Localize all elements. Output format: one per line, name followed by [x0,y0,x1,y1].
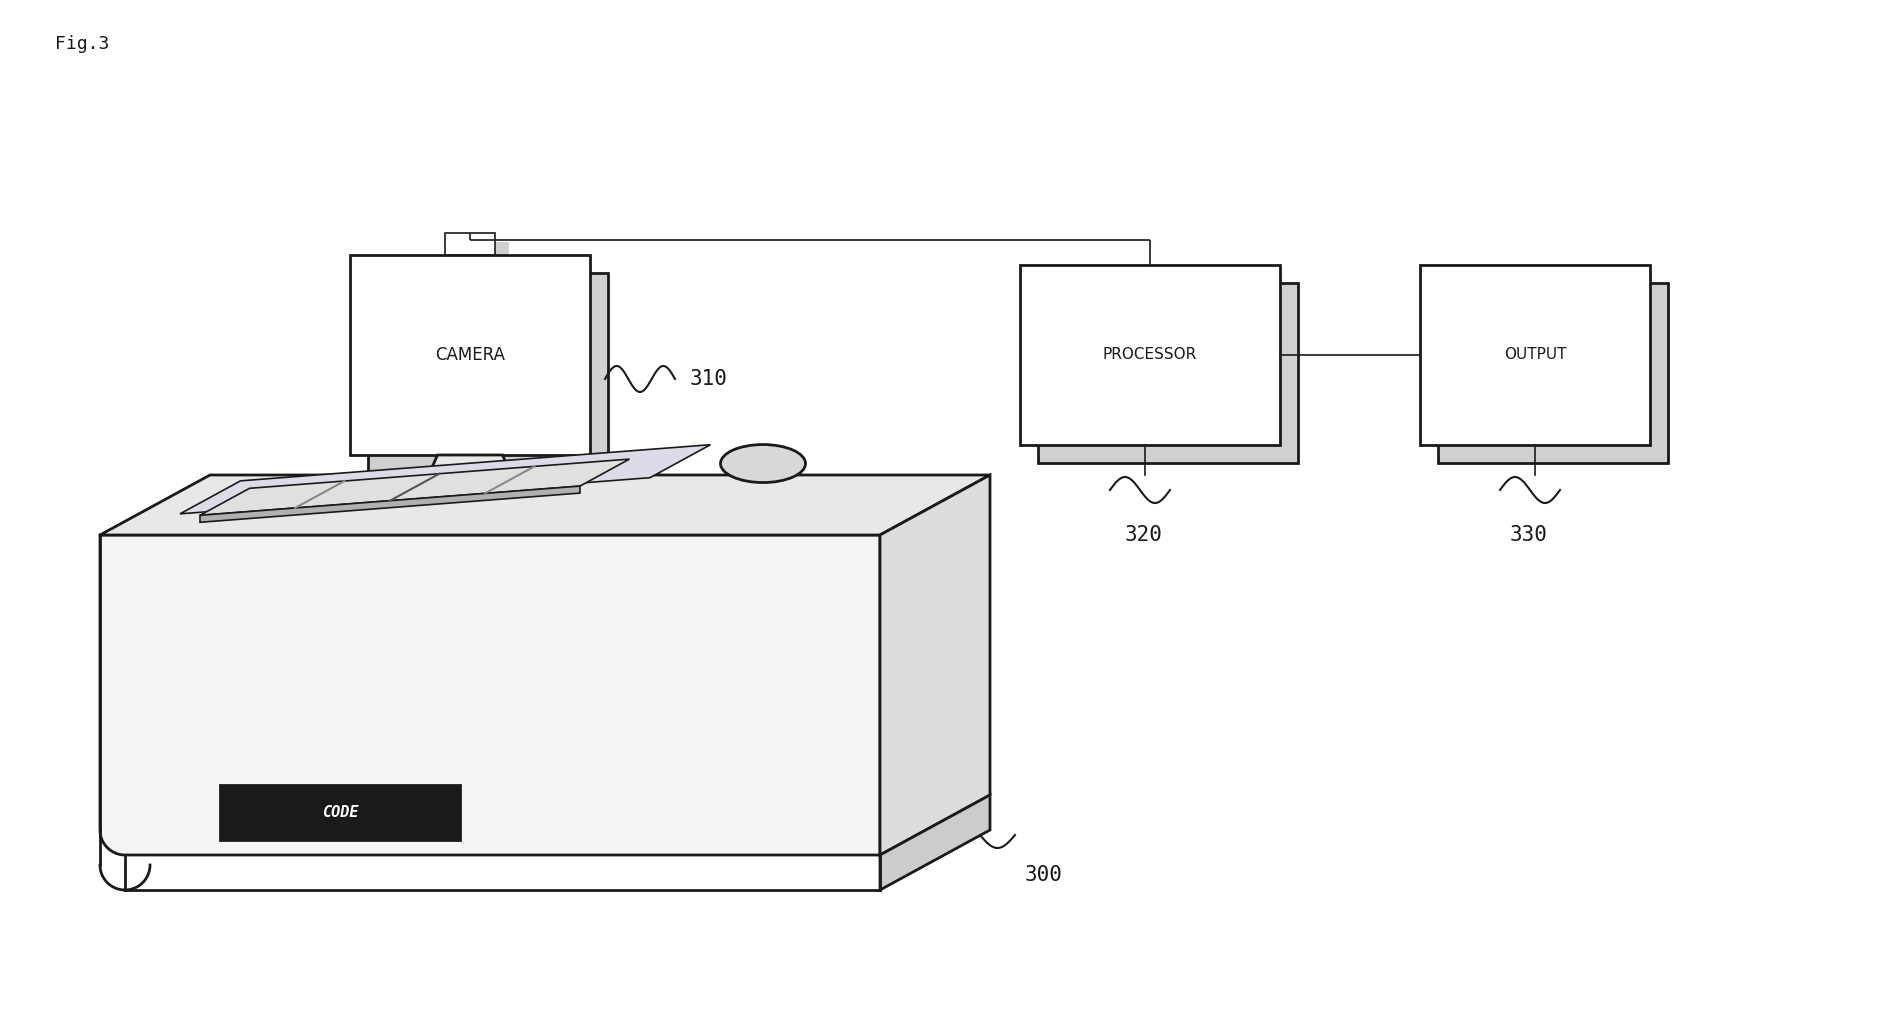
Polygon shape [199,486,579,523]
Text: 320: 320 [1124,525,1162,545]
Ellipse shape [719,445,805,482]
Text: CODE: CODE [321,805,359,820]
Polygon shape [180,445,710,513]
Bar [220,785,459,840]
Text: PROCESSOR: PROCESSOR [1103,348,1196,362]
Text: OUTPUT: OUTPUT [1503,348,1566,362]
Bar [1019,265,1279,445]
Bar [459,242,509,264]
Polygon shape [879,475,989,855]
Polygon shape [199,460,628,515]
Text: 310: 310 [689,369,727,389]
Text: 330: 330 [1509,525,1547,545]
Text: Fig.3: Fig.3 [55,35,110,53]
Text: CAMERA: CAMERA [435,346,505,364]
Bar [1437,283,1666,463]
Bar [1420,265,1649,445]
Polygon shape [101,475,989,535]
Text: 300: 300 [1025,865,1063,885]
Polygon shape [101,535,879,855]
Polygon shape [400,455,539,540]
Bar [349,255,590,455]
Polygon shape [879,795,989,890]
Bar [368,273,607,473]
Bar [444,233,495,255]
Bar [1038,283,1298,463]
